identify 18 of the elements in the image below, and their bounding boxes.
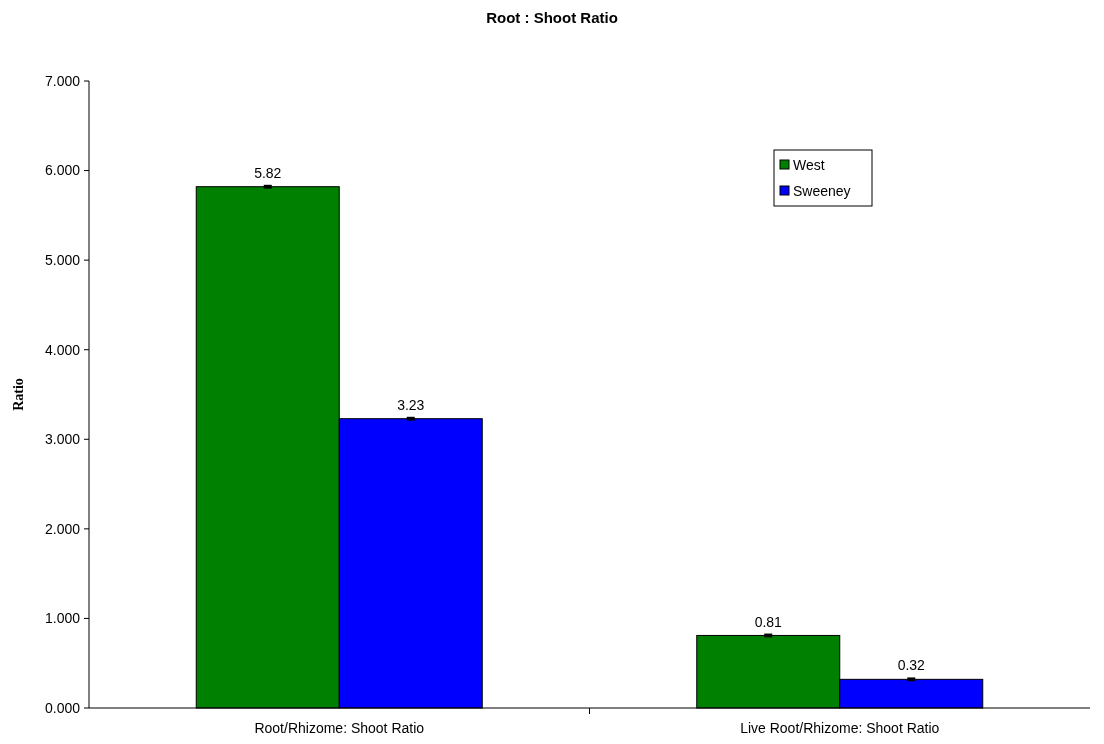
x-tick-label: Live Root/Rhizome: Shoot Ratio (740, 720, 940, 736)
chart-title: Root : Shoot Ratio (486, 9, 618, 26)
legend-label: Sweeney (793, 182, 851, 199)
y-tick-label: 1.000 (44, 610, 81, 627)
y-axis-title: Ratio (11, 378, 26, 411)
y-tick-label: 4.000 (44, 341, 81, 358)
legend-label: West (793, 156, 825, 173)
data-label: 0.81 (754, 613, 783, 630)
y-tick-label: 3.000 (44, 431, 81, 448)
y-tick-label: 0.000 (44, 699, 81, 716)
y-tick-label: 5.000 (44, 252, 81, 269)
y-tick-label: 6.000 (44, 162, 81, 179)
data-label: 5.82 (254, 164, 282, 181)
x-tick-label: Root/Rhizome: Shoot Ratio (254, 720, 425, 736)
y-tick-label: 7.000 (44, 72, 81, 89)
data-label: 0.32 (897, 657, 926, 674)
data-label: 3.23 (397, 396, 425, 413)
y-tick-label: 2.000 (44, 520, 81, 537)
